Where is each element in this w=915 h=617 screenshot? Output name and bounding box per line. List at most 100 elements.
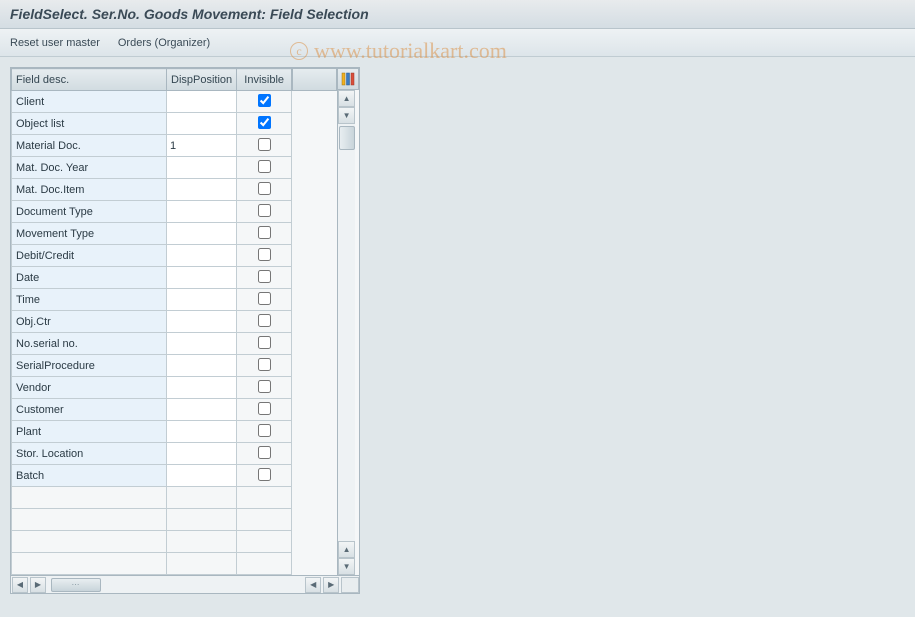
field-desc-cell: Movement Type	[12, 223, 167, 245]
scroll-up-button-bottom[interactable]: ▲	[338, 541, 355, 558]
scrollbar-corner	[341, 577, 359, 593]
invisible-checkbox[interactable]	[258, 226, 271, 239]
scroll-right-button[interactable]: ▶	[323, 577, 339, 593]
scroll-left-button-right[interactable]: ◀	[305, 577, 321, 593]
scroll-up-button[interactable]: ▲	[338, 90, 355, 107]
field-desc-cell: Customer	[12, 399, 167, 421]
disp-position-cell	[167, 443, 237, 465]
disp-position-input[interactable]	[167, 312, 236, 332]
invisible-checkbox[interactable]	[258, 292, 271, 305]
disp-position-cell	[167, 311, 237, 333]
orders-organizer-button[interactable]: Orders (Organizer)	[118, 37, 210, 49]
page-title: FieldSelect. Ser.No. Goods Movement: Fie…	[10, 6, 369, 22]
col-header-invisible[interactable]: Invisible	[237, 69, 292, 91]
empty-cell	[167, 553, 237, 575]
reset-user-master-button[interactable]: Reset user master	[10, 37, 100, 49]
table-config-button[interactable]	[337, 68, 359, 90]
disp-position-cell	[167, 223, 237, 245]
field-desc-cell: Mat. Doc.Item	[12, 179, 167, 201]
vertical-scrollbar[interactable]: ▲ ▼ ▲ ▼	[337, 90, 355, 575]
disp-position-input[interactable]	[167, 290, 236, 310]
invisible-checkbox[interactable]	[258, 446, 271, 459]
disp-position-input[interactable]	[167, 268, 236, 288]
invisible-checkbox[interactable]	[258, 204, 271, 217]
table-settings-icon	[341, 72, 355, 86]
disp-position-input[interactable]	[167, 202, 236, 222]
invisible-cell	[237, 465, 292, 487]
invisible-checkbox[interactable]	[258, 424, 271, 437]
invisible-checkbox[interactable]	[258, 116, 271, 129]
empty-cell	[167, 487, 237, 509]
field-desc-cell: Obj.Ctr	[12, 311, 167, 333]
col-header-dispposition[interactable]: DispPosition	[167, 69, 237, 91]
table-spacer	[292, 68, 337, 575]
disp-position-cell	[167, 201, 237, 223]
table-row: SerialProcedure	[12, 355, 292, 377]
field-desc-cell: Date	[12, 267, 167, 289]
invisible-checkbox[interactable]	[258, 270, 271, 283]
invisible-checkbox[interactable]	[258, 138, 271, 151]
disp-position-input[interactable]	[167, 356, 236, 376]
field-desc-cell: Vendor	[12, 377, 167, 399]
scroll-thumb[interactable]	[339, 126, 355, 150]
hscroll-thumb[interactable]: ⋯	[51, 578, 101, 592]
field-desc-cell: Material Doc.	[12, 135, 167, 157]
disp-position-cell	[167, 157, 237, 179]
invisible-checkbox[interactable]	[258, 336, 271, 349]
table-row: Object list	[12, 113, 292, 135]
disp-position-cell	[167, 289, 237, 311]
disp-position-input[interactable]	[167, 180, 236, 200]
horizontal-scrollbar[interactable]: ◀ ▶ ⋯ ◀ ▶	[11, 575, 359, 593]
empty-cell	[237, 553, 292, 575]
invisible-checkbox[interactable]	[258, 358, 271, 371]
scroll-track[interactable]	[338, 124, 355, 541]
disp-position-cell	[167, 333, 237, 355]
col-header-fielddesc[interactable]: Field desc.	[12, 69, 167, 91]
disp-position-input[interactable]	[167, 334, 236, 354]
disp-position-input[interactable]	[167, 466, 236, 486]
disp-position-input[interactable]	[167, 224, 236, 244]
scroll-right-button-left[interactable]: ▶	[30, 577, 46, 593]
empty-cell	[237, 509, 292, 531]
invisible-cell	[237, 245, 292, 267]
invisible-cell	[237, 179, 292, 201]
disp-position-input[interactable]	[167, 158, 236, 178]
field-desc-cell: Batch	[12, 465, 167, 487]
invisible-cell	[237, 377, 292, 399]
disp-position-input[interactable]	[167, 400, 236, 420]
table-row: Mat. Doc. Year	[12, 157, 292, 179]
invisible-cell	[237, 333, 292, 355]
disp-position-cell	[167, 135, 237, 157]
disp-position-input[interactable]	[167, 136, 236, 156]
invisible-checkbox[interactable]	[258, 402, 271, 415]
invisible-checkbox[interactable]	[258, 160, 271, 173]
invisible-checkbox[interactable]	[258, 182, 271, 195]
empty-cell	[12, 487, 167, 509]
disp-position-input[interactable]	[167, 422, 236, 442]
scroll-left-button[interactable]: ◀	[12, 577, 28, 593]
invisible-checkbox[interactable]	[258, 380, 271, 393]
hscroll-track[interactable]: ⋯	[49, 577, 277, 593]
scroll-down-button-top[interactable]: ▼	[338, 107, 355, 124]
disp-position-input[interactable]	[167, 114, 236, 134]
invisible-checkbox[interactable]	[258, 94, 271, 107]
invisible-checkbox[interactable]	[258, 248, 271, 261]
disp-position-cell	[167, 421, 237, 443]
empty-cell	[237, 487, 292, 509]
disp-position-cell	[167, 399, 237, 421]
invisible-checkbox[interactable]	[258, 468, 271, 481]
table-spacer-header	[292, 68, 337, 91]
disp-position-input[interactable]	[167, 92, 236, 112]
invisible-cell	[237, 355, 292, 377]
empty-cell	[12, 531, 167, 553]
disp-position-input[interactable]	[167, 378, 236, 398]
field-desc-cell: Client	[12, 91, 167, 113]
table-row: Debit/Credit	[12, 245, 292, 267]
invisible-cell	[237, 223, 292, 245]
scroll-down-button[interactable]: ▼	[338, 558, 355, 575]
field-desc-cell: Mat. Doc. Year	[12, 157, 167, 179]
disp-position-input[interactable]	[167, 246, 236, 266]
disp-position-input[interactable]	[167, 444, 236, 464]
invisible-checkbox[interactable]	[258, 314, 271, 327]
disp-position-cell	[167, 355, 237, 377]
